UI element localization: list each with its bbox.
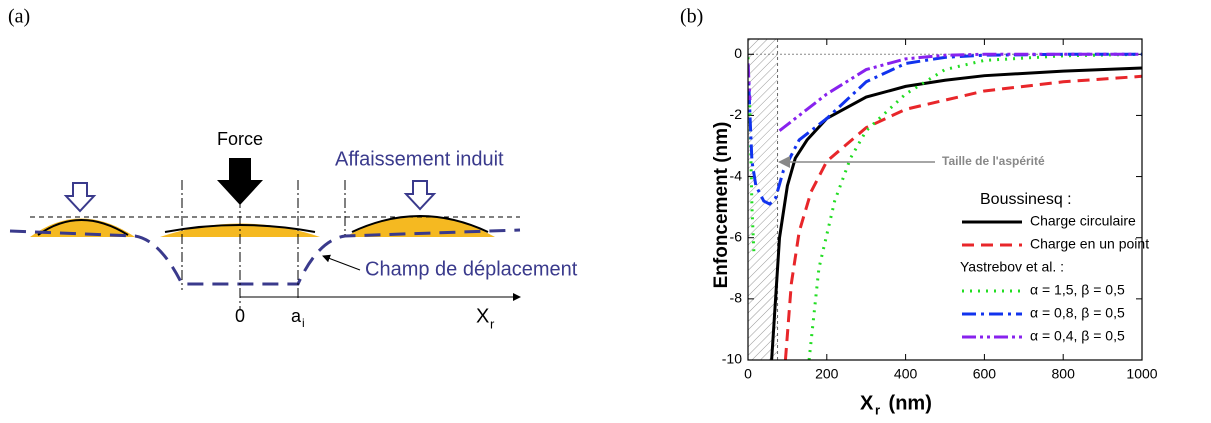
asperity [30,218,135,237]
series-line [748,52,1142,206]
x-tick-label: 200 [815,366,839,382]
y-tick-label: -6 [730,228,743,244]
force-label: Force [217,129,263,149]
xr-sub: r [490,316,495,331]
a-sub: i [302,316,305,330]
chart: (b) Enfoncement (nm) -10 -8 -6 -4 -2 0 0 200 400… [680,6,1158,418]
x-tick-label: 0 [744,366,752,382]
x-tick-label: 400 [894,366,918,382]
pointer [322,254,361,271]
y-tick-label: -2 [730,106,743,122]
x-tick-label: 600 [973,366,997,382]
legend-title: Yastrebov et al. : [960,259,1064,275]
panel-label: (a) [8,6,30,28]
legend-label: α = 1,5, β = 0,5 [1030,282,1125,298]
profile [351,215,489,233]
x-axis-title: X [860,392,874,414]
subsidence-label: Affaissement induit [335,148,504,170]
hollow-arrow [63,182,97,213]
x-axis-title-sub: r [875,402,880,417]
x-tick-label: 800 [1052,366,1076,382]
annotation: Taille de l'aspérité [942,154,1045,168]
x-axis-title-unit: (nm) [883,392,932,414]
a-label: a [291,306,302,326]
series-line [748,52,1142,132]
y-tick-label: -8 [730,290,743,306]
y-tick-label: 0 [734,45,742,61]
series-line [748,52,1142,360]
y-tick-label: -4 [730,167,743,183]
diagram: (a) Force Affaissement induit Champ de d… [8,6,578,332]
panel-label: (b) [680,6,703,28]
displacement-label: Champ de déplacement [365,258,578,280]
series-line [783,74,1142,360]
hollow-arrow [403,180,437,211]
origin-label: 0 [235,306,245,326]
xr-label: X [476,305,489,327]
legend-title: Boussinesq : [980,191,1072,208]
legend-label: α = 0,4, β = 0,5 [1030,328,1125,344]
plot-frame [747,38,1143,361]
y-tick-label: -10 [722,351,742,367]
force-arrow [217,158,263,205]
profile [37,219,129,236]
legend-label: Charge circulaire [1030,213,1136,229]
x-tick-label: 1000 [1126,366,1157,382]
legend-label: Charge en un point [1030,236,1149,252]
legend-label: α = 0,8, β = 0,5 [1030,305,1125,321]
y-axis-title: Enfoncement (nm) [711,122,732,289]
guides [181,180,346,310]
